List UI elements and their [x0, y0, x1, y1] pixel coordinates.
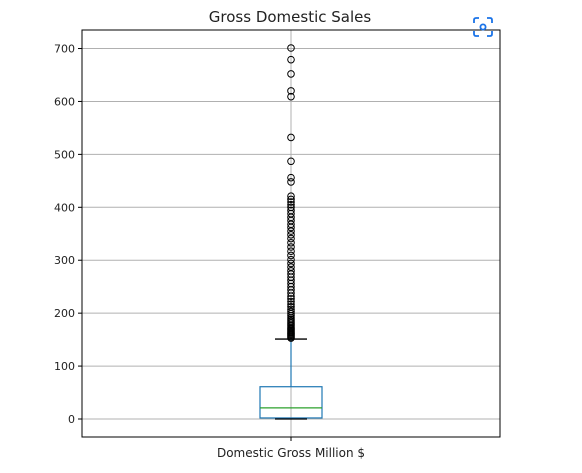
outlier-point	[287, 178, 295, 186]
outlier-point	[287, 238, 295, 247]
plot-frame	[81, 29, 501, 438]
outlier-point	[287, 44, 295, 52]
plot-area	[259, 44, 323, 420]
outlier-point	[287, 263, 295, 271]
outlier-point	[287, 195, 295, 204]
outlier-point	[287, 70, 295, 78]
outlier-point	[287, 192, 295, 200]
outlier-point	[287, 206, 295, 215]
y-tick-label: 100	[54, 360, 75, 373]
outlier-point	[287, 92, 295, 101]
outlier-point	[287, 231, 295, 239]
y-tick-label: 0	[68, 413, 75, 426]
outlier-point	[287, 307, 295, 316]
y-tick-label: 300	[54, 254, 75, 267]
outlier-point	[287, 259, 295, 268]
y-tick-label: 400	[54, 201, 75, 214]
outlier-point	[287, 243, 295, 251]
y-tick-label: 500	[54, 148, 75, 161]
outlier-point	[287, 133, 295, 142]
outlier-point	[287, 251, 295, 260]
outlier-point	[287, 234, 295, 243]
y-tick-label: 700	[54, 43, 75, 56]
outlier-point	[287, 267, 295, 275]
outlier-point	[287, 247, 295, 256]
outlier-point	[287, 55, 295, 64]
outlier-point	[287, 157, 295, 166]
focus-scan-icon[interactable]	[472, 16, 494, 38]
outlier-point	[287, 173, 295, 182]
outlier-point	[287, 297, 295, 306]
outlier-point	[287, 255, 295, 264]
y-axis: 0 100 200 300 400 500 600 700	[54, 43, 292, 441]
outlier-point	[287, 200, 295, 209]
outlier-point	[287, 203, 295, 212]
x-tick-label: Domestic Gross Million $	[217, 446, 365, 460]
outlier-point	[287, 87, 295, 95]
outlier-point	[287, 295, 295, 303]
y-tick-label: 600	[54, 95, 75, 108]
outlier-point	[287, 300, 295, 308]
y-tick-label: 200	[54, 307, 75, 320]
outlier-point	[287, 303, 295, 311]
outlier-point	[287, 198, 295, 206]
chart-title: Gross Domestic Sales	[209, 8, 372, 26]
outlier-point	[287, 305, 295, 314]
